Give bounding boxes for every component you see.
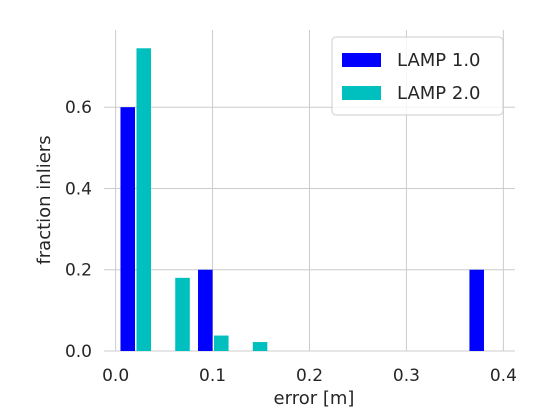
legend: LAMP 1.0 LAMP 2.0: [331, 36, 504, 116]
y-tick-label: 0.0: [65, 342, 92, 362]
bar-series-2: [136, 48, 152, 351]
y-tick-label: 0.6: [65, 98, 92, 118]
y-tick-labels: 0.0 0.2 0.4 0.6: [65, 98, 92, 362]
x-tick-label: 0.2: [296, 366, 323, 386]
y-axis-label: fraction inliers: [34, 135, 55, 264]
x-tick-label: 0.3: [393, 366, 420, 386]
bar-series-1: [469, 269, 484, 351]
x-tick-labels: 0.0 0.1 0.2 0.3 0.4: [102, 366, 517, 386]
legend-swatch-lamp-1: [342, 53, 381, 67]
bar-series-2: [175, 277, 190, 351]
bar-series-1: [120, 107, 136, 351]
bar-series-2: [252, 342, 268, 351]
legend-swatch-lamp-2: [342, 86, 381, 100]
y-tick-label: 0.2: [65, 261, 92, 281]
x-tick-label: 0.0: [102, 366, 129, 386]
x-tick-label: 0.1: [199, 366, 226, 386]
bars: [120, 48, 484, 351]
y-tick-label: 0.4: [65, 179, 92, 199]
bar-series-2: [214, 335, 229, 351]
x-tick-label: 0.4: [490, 366, 517, 386]
bar-series-1: [198, 269, 213, 351]
x-axis-label: error [m]: [274, 388, 355, 409]
legend-label-lamp-1: LAMP 1.0: [397, 50, 481, 71]
legend-label-lamp-2: LAMP 2.0: [397, 83, 481, 104]
